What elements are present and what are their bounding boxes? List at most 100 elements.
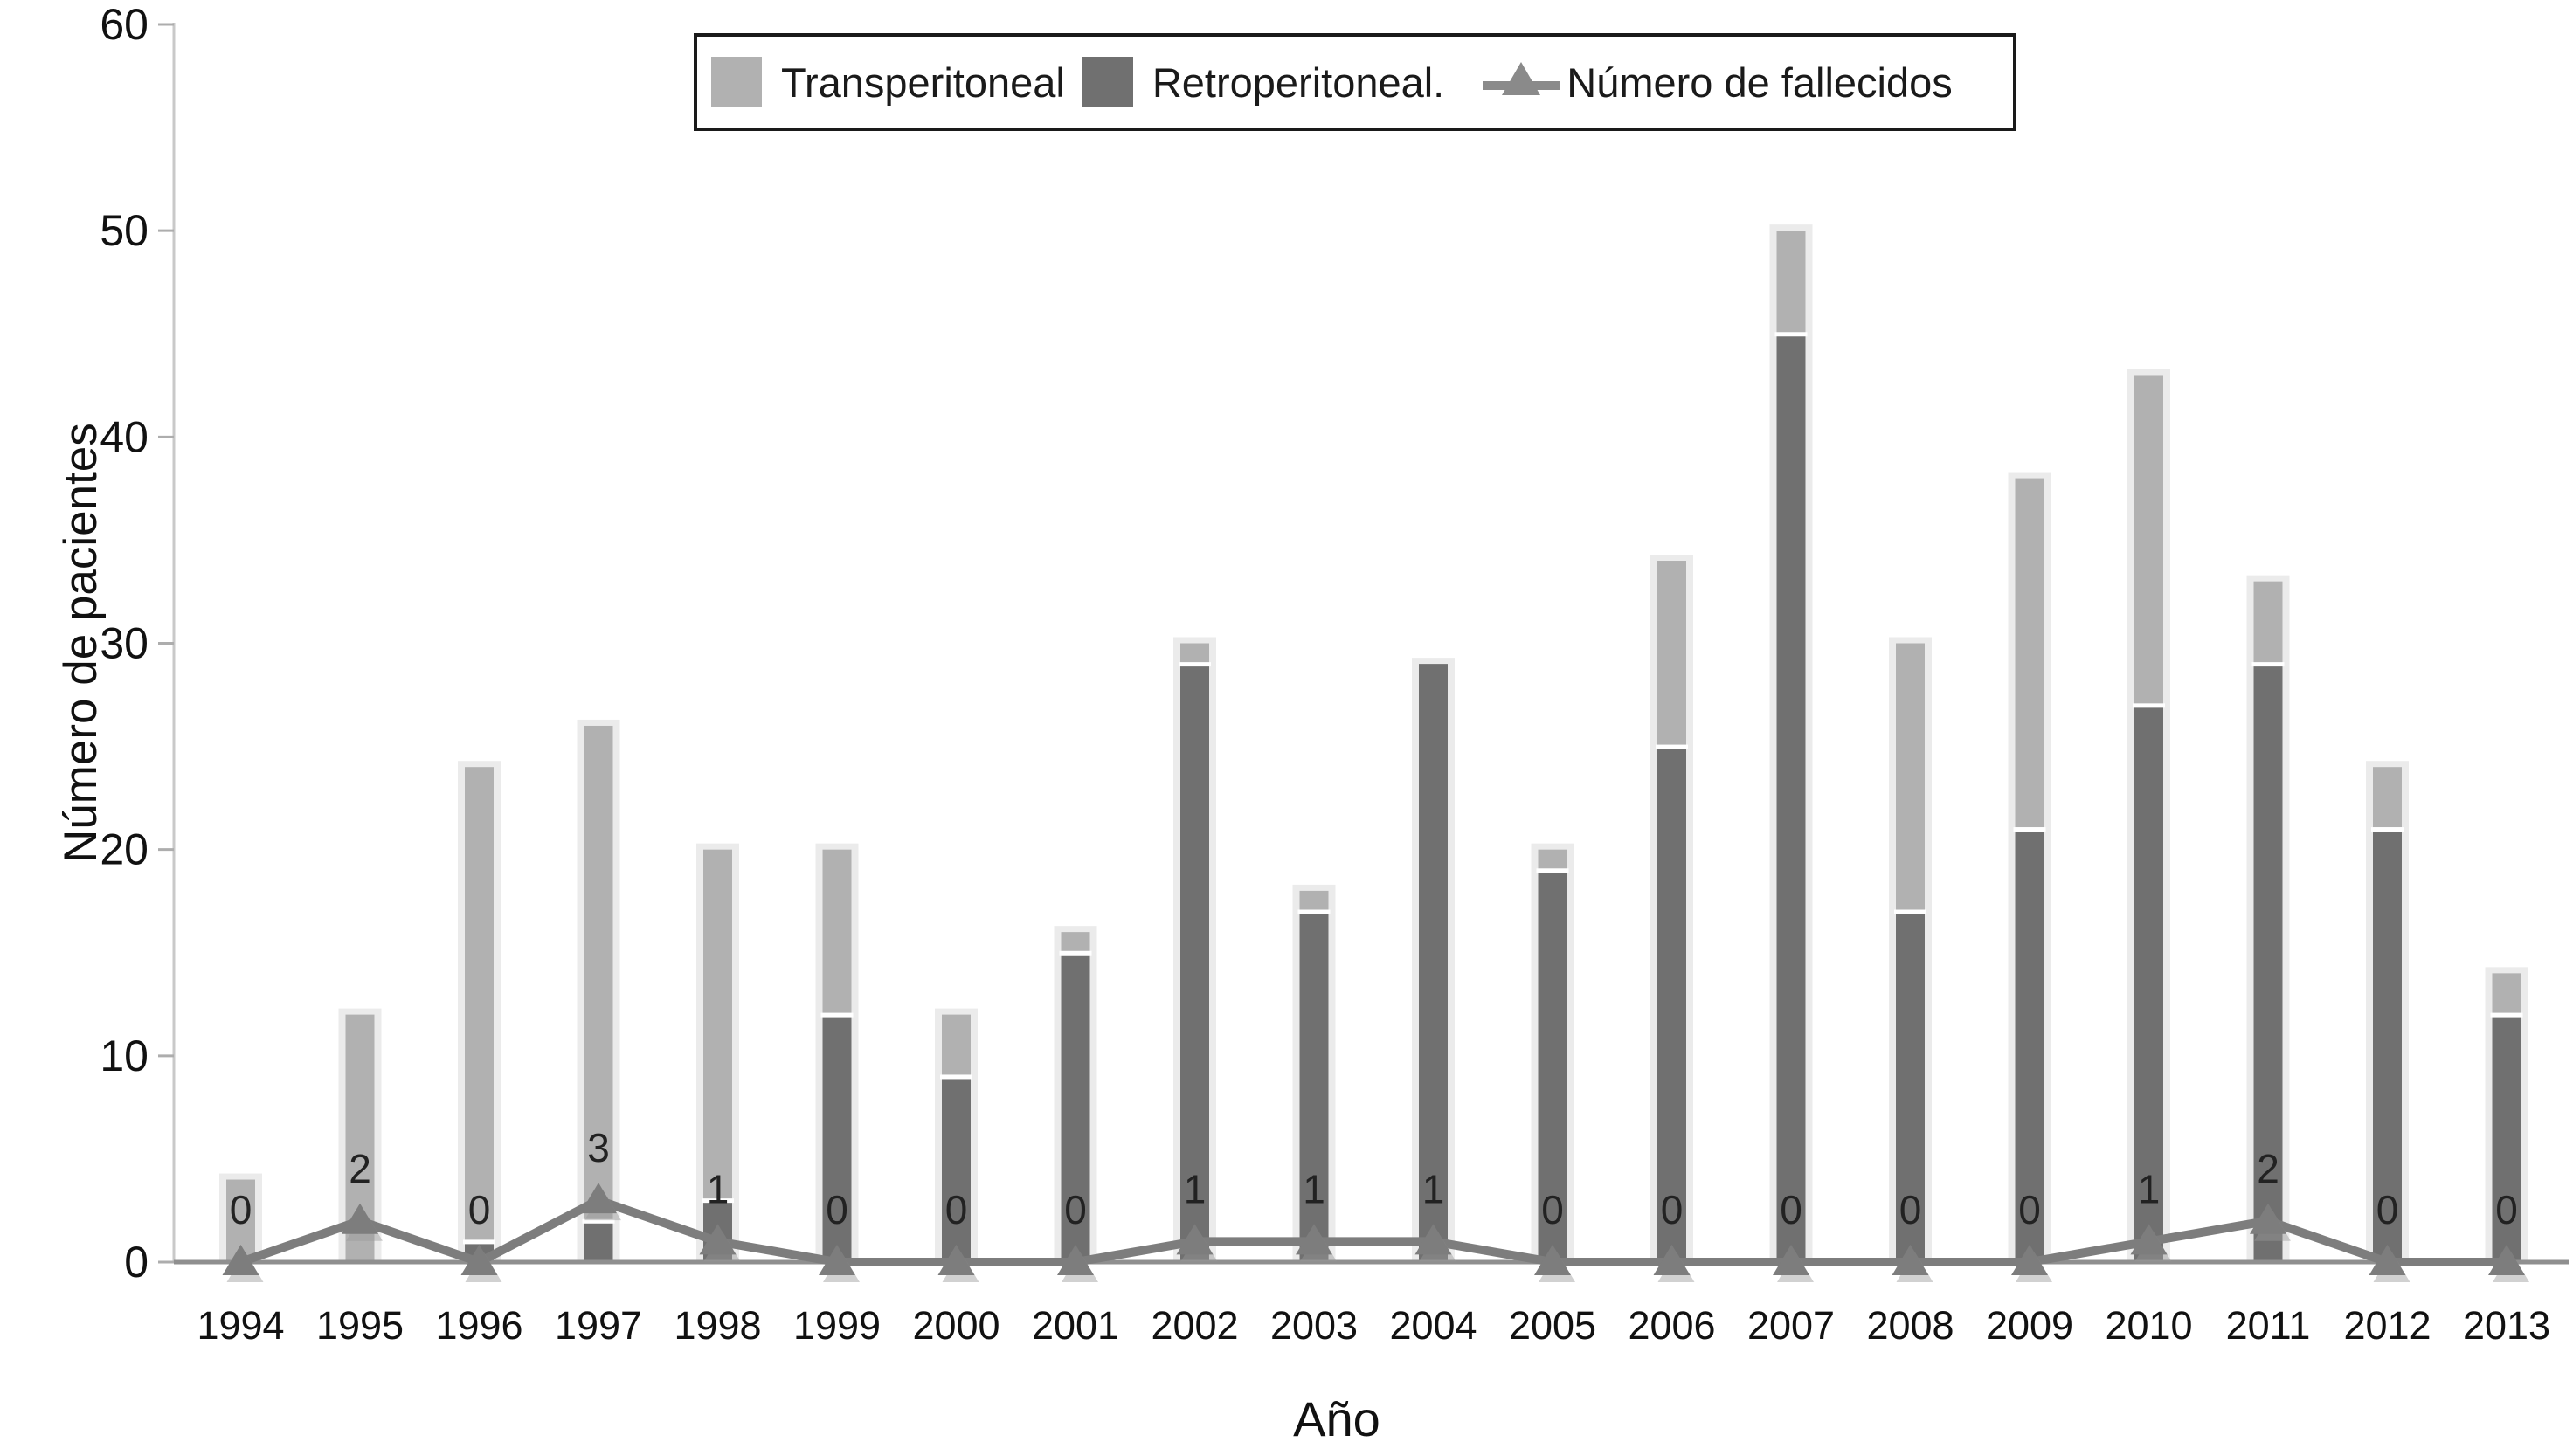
marker-fallecidos-2010 [2130, 1224, 2168, 1255]
bar-segment-gap-2013 [2490, 1012, 2523, 1018]
y-axis-title: Número de pacientes [55, 423, 107, 863]
x-tick-label-2010: 2010 [2105, 1303, 2192, 1348]
marker-fallecidos-2012 [2369, 1245, 2406, 1275]
x-tick-label-1997: 1997 [555, 1303, 642, 1348]
bar-retroperitoneal-2011 [2253, 664, 2283, 1262]
marker-fallecidos-1996 [460, 1245, 498, 1275]
bar-segment-gap-1998 [702, 1198, 734, 1204]
bar-retroperitoneal-2013 [2492, 1014, 2521, 1262]
y-tick-label-50: 50 [100, 206, 149, 255]
bar-transperitoneal-2000 [942, 1014, 971, 1077]
bar-transperitoneal-1999 [822, 849, 852, 1015]
bar-retroperitoneal-2012 [2373, 829, 2402, 1262]
x-tick-label-2013: 2013 [2463, 1303, 2550, 1348]
bar-transperitoneal-2005 [1538, 849, 1567, 871]
bar-segment-gap-2003 [1297, 909, 1331, 914]
bar-segment-gap-2010 [2133, 703, 2165, 708]
x-tick-label-1999: 1999 [793, 1303, 881, 1348]
marker-fallecidos-2003 [1296, 1224, 1332, 1255]
data-label-fallecidos-2009: 0 [2018, 1187, 2041, 1232]
x-tick-label-2004: 2004 [1389, 1303, 1477, 1348]
legend-label-fallecidos: Número de fallecidos [1567, 59, 1953, 106]
legend-label-transperitoneal: Transperitoneal [781, 59, 1065, 106]
x-tick-label-2008: 2008 [1866, 1303, 1954, 1348]
data-label-fallecidos-2000: 0 [945, 1187, 968, 1232]
data-label-fallecidos-1997: 3 [587, 1125, 610, 1170]
bar-retroperitoneal-2004 [1419, 664, 1448, 1262]
marker-fallecidos-2013 [2488, 1245, 2525, 1275]
bar-segment-gap-2007 [1774, 332, 1808, 337]
y-tick-label-20: 20 [100, 825, 149, 874]
marker-fallecidos-2001 [1057, 1245, 1094, 1275]
marker-fallecidos-1997 [580, 1183, 617, 1214]
x-tick-label-2006: 2006 [1628, 1303, 1715, 1348]
data-label-fallecidos-2012: 0 [2376, 1187, 2399, 1232]
bar-segment-gap-2005 [1536, 868, 1569, 873]
x-tick-label-2005: 2005 [1509, 1303, 1596, 1348]
marker-fallecidos-1994 [222, 1245, 259, 1275]
marker-fallecidos-2005 [1534, 1245, 1571, 1275]
bar-retroperitoneal-2010 [2134, 705, 2163, 1262]
marker-fallecidos-2002 [1176, 1224, 1214, 1255]
x-tick-label-2011: 2011 [2226, 1303, 2311, 1348]
bar-retroperitoneal-2005 [1538, 870, 1567, 1262]
data-label-fallecidos-2006: 0 [1661, 1187, 1684, 1232]
marker-fallecidos-1998 [699, 1224, 737, 1255]
y-tick-label-40: 40 [100, 412, 149, 461]
bar-transperitoneal-2012 [2373, 767, 2402, 830]
bar-transperitoneal-2008 [1896, 643, 1925, 912]
y-tick-label-60: 60 [100, 0, 149, 49]
data-label-fallecidos-1999: 0 [826, 1187, 848, 1232]
bar-segment-gap-2012 [2371, 827, 2404, 832]
legend-label-retroperitoneal: Retroperitoneal. [1152, 59, 1445, 106]
bar-retroperitoneal-2003 [1299, 911, 1329, 1262]
marker-fallecidos-2009 [2011, 1245, 2048, 1275]
legend-triangle-line-icon [1483, 57, 1560, 107]
legend-swatch-transperitoneal-icon [711, 57, 762, 107]
legend: Transperitoneal Retroperitoneal. Número … [694, 33, 2016, 131]
data-label-fallecidos-2001: 0 [1064, 1187, 1087, 1232]
marker-fallecidos-2011 [2250, 1203, 2286, 1234]
bar-segment-gap-1996 [463, 1239, 495, 1245]
data-label-fallecidos-1995: 2 [349, 1146, 371, 1191]
data-label-fallecidos-2007: 0 [1780, 1187, 1802, 1232]
marker-fallecidos-1995 [342, 1203, 378, 1234]
x-tick-label-2009: 2009 [1986, 1303, 2073, 1348]
bar-transperitoneal-2013 [2492, 973, 2521, 1015]
x-tick-label-2002: 2002 [1151, 1303, 1238, 1348]
bar-retroperitoneal-2001 [1061, 952, 1090, 1262]
data-label-fallecidos-2004: 1 [1422, 1166, 1445, 1211]
marker-fallecidos-2006 [1653, 1245, 1691, 1275]
y-tick-label-30: 30 [100, 618, 149, 667]
marker-fallecidos-2007 [1773, 1245, 1809, 1275]
x-tick-label-2007: 2007 [1747, 1303, 1835, 1348]
bar-segment-gap-2002 [1179, 662, 1211, 667]
marker-fallecidos-2008 [1892, 1245, 1929, 1275]
x-tick-label-1998: 1998 [674, 1303, 761, 1348]
data-label-fallecidos-2013: 0 [2495, 1187, 2518, 1232]
data-label-fallecidos-2011: 2 [2257, 1146, 2279, 1191]
data-label-fallecidos-2010: 1 [2138, 1166, 2161, 1211]
bar-retroperitoneal-2000 [942, 1076, 971, 1262]
x-tick-label-1994: 1994 [197, 1303, 284, 1348]
bar-segment-gap-2011 [2251, 662, 2285, 667]
bar-transperitoneal-2002 [1180, 643, 1209, 665]
data-label-fallecidos-2003: 1 [1303, 1166, 1325, 1211]
bar-transperitoneal-1997 [584, 725, 613, 1221]
bar-retroperitoneal-2006 [1657, 746, 1686, 1262]
bar-transperitoneal-1998 [703, 849, 732, 1201]
bar-retroperitoneal-2008 [1896, 911, 1925, 1262]
x-tick-label-2003: 2003 [1270, 1303, 1358, 1348]
data-label-fallecidos-2005: 0 [1541, 1187, 1564, 1232]
marker-fallecidos-1999 [819, 1245, 855, 1275]
bar-segment-gap-2008 [1894, 909, 1926, 914]
data-label-fallecidos-1994: 0 [230, 1187, 252, 1232]
bar-retroperitoneal-2007 [1776, 334, 1806, 1262]
bar-retroperitoneal-1999 [822, 1014, 852, 1262]
bar-segment-gap-2000 [940, 1074, 972, 1080]
bar-transperitoneal-2009 [2015, 478, 2044, 830]
bar-segment-gap-2006 [1656, 744, 1688, 749]
x-tick-label-1996: 1996 [435, 1303, 522, 1348]
bar-retroperitoneal-1997 [584, 1220, 613, 1262]
